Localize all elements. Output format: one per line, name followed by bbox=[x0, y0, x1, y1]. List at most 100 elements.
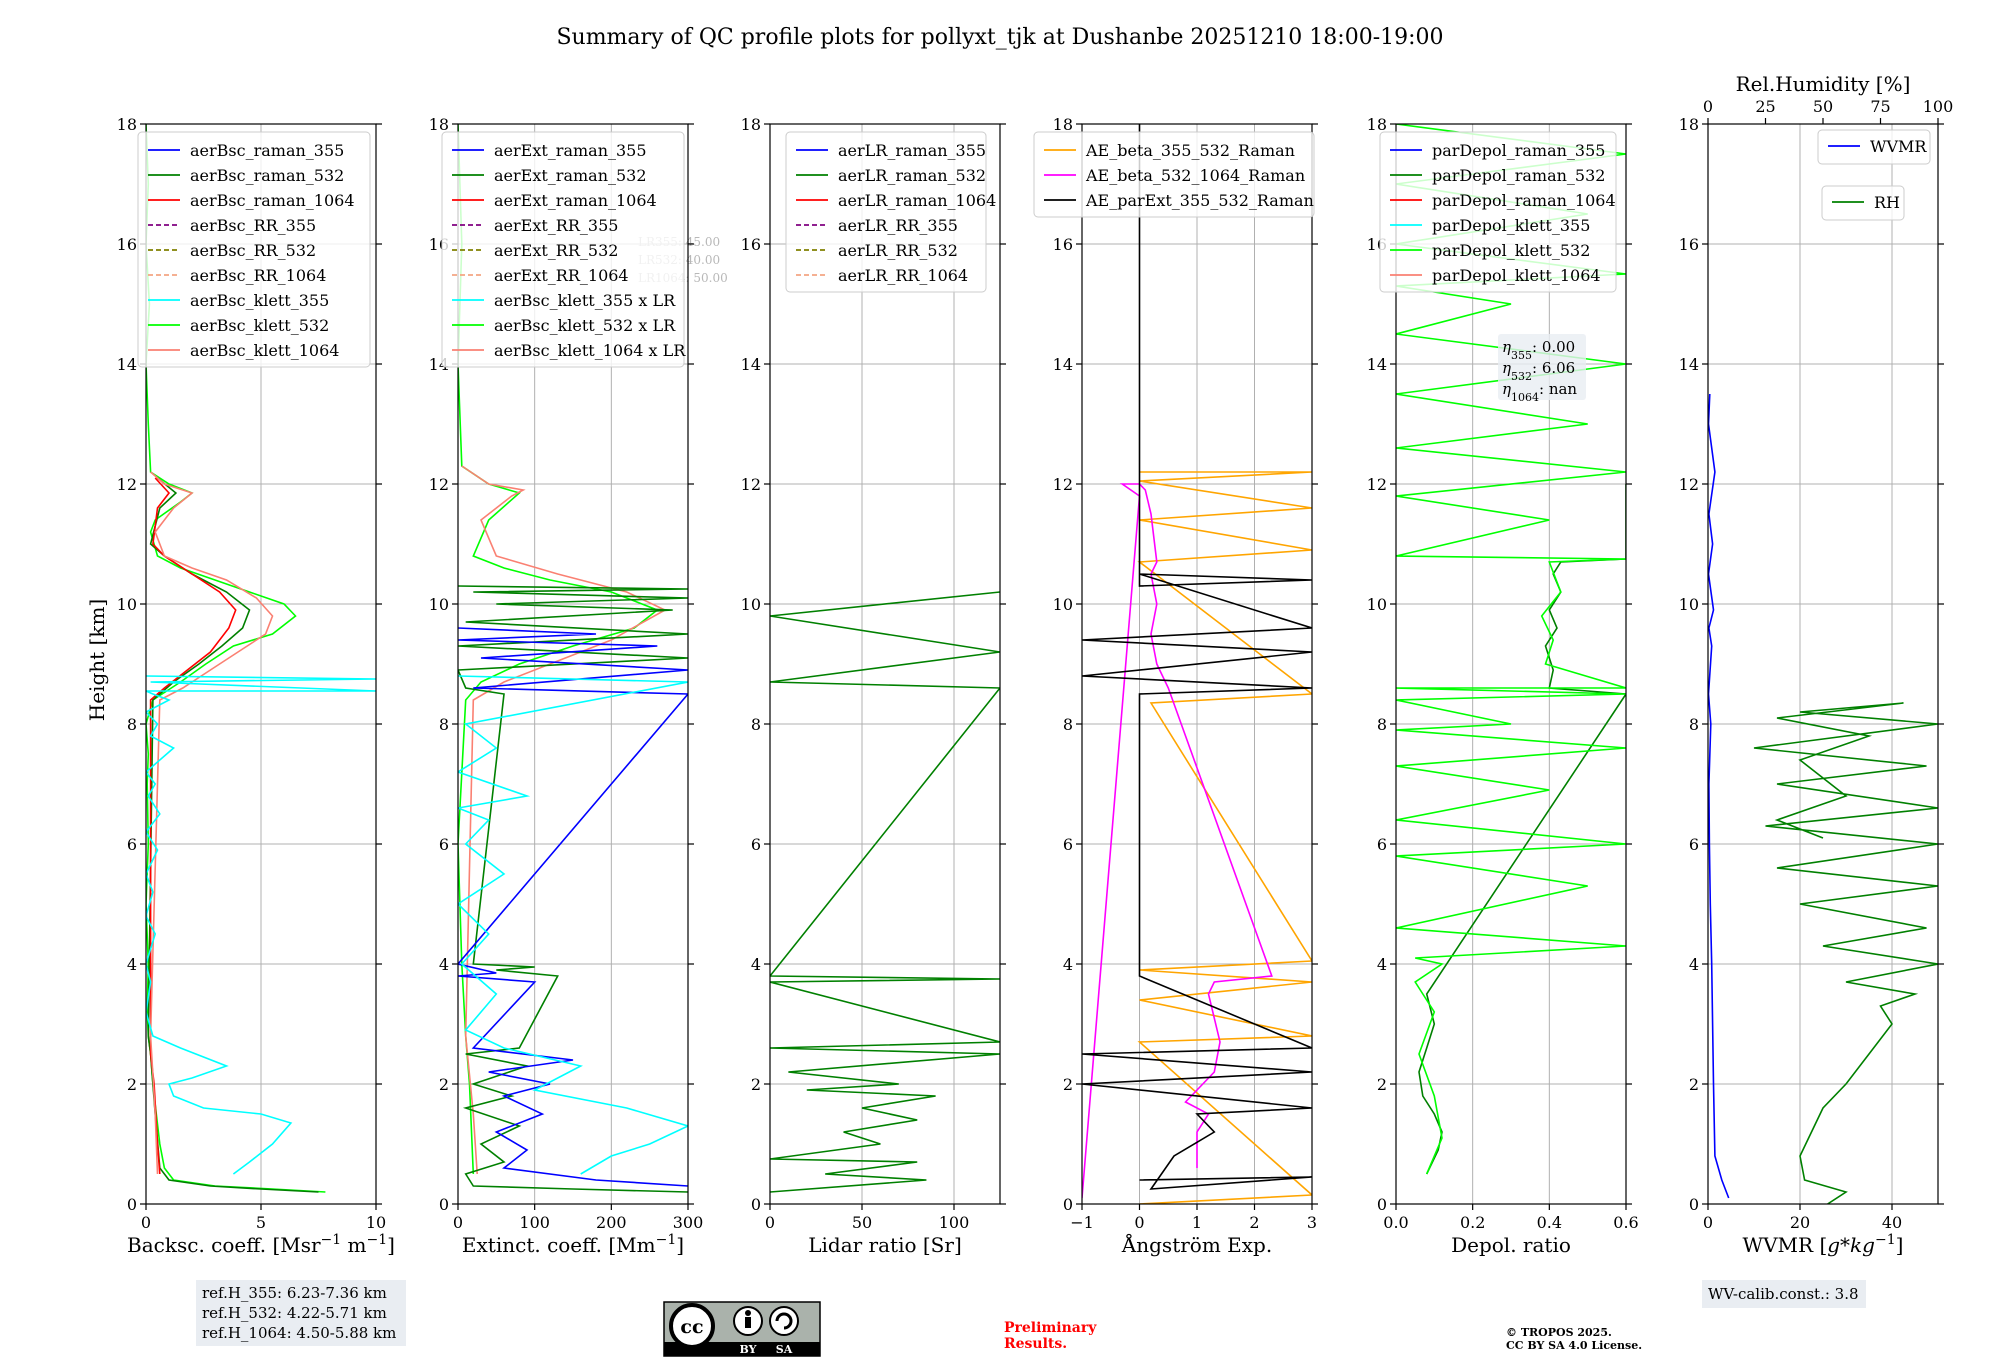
y-tick-label: 8 bbox=[1377, 715, 1387, 734]
legend: aerLR_raman_355 aerLR_raman_532 aerLR_rama… bbox=[785, 131, 996, 293]
xlabel-superscript: −1 bbox=[321, 1232, 342, 1248]
sa-text: SA bbox=[776, 1343, 793, 1356]
y-axis-label: Height [km] bbox=[85, 599, 109, 721]
legend-entry: aerBsc_klett_1064 bbox=[190, 341, 339, 360]
legend-box bbox=[137, 131, 371, 368]
y-tick-label: 0 bbox=[1689, 1195, 1699, 1214]
y-tick-label: 6 bbox=[127, 835, 137, 854]
xlabel-text: Backsc. coeff. [Msr bbox=[127, 1233, 321, 1257]
y-tick-label: 10 bbox=[741, 595, 761, 614]
xlabel-text: ] bbox=[676, 1233, 684, 1257]
x-tick-label: 50 bbox=[852, 1213, 872, 1232]
top-x-tick-label: 50 bbox=[1813, 97, 1833, 116]
y-tick-label: 18 bbox=[1679, 115, 1699, 134]
series-rh bbox=[1753, 702, 1938, 1204]
legend-entry: aerBsc_klett_355 bbox=[190, 291, 329, 310]
y-tick-label: 14 bbox=[1679, 355, 1699, 374]
y-tick-label: 12 bbox=[1367, 475, 1387, 494]
x-tick-label: 10 bbox=[366, 1213, 386, 1232]
legend-box bbox=[1379, 131, 1617, 293]
by-icon-head bbox=[745, 1310, 751, 1316]
y-tick-label: 0 bbox=[439, 1195, 449, 1214]
plot-frame bbox=[1395, 123, 1627, 1205]
series-aerbsc-klett-1064 bbox=[149, 471, 274, 1175]
x-tick-label: 0.0 bbox=[1383, 1213, 1408, 1232]
legend: AE_beta_355_532_Raman AE_beta_532_1064_Ra… bbox=[1033, 131, 1315, 218]
xlabel-text: Extinct. coeff. [Mm bbox=[462, 1233, 656, 1257]
legend-entry: aerLR_raman_1064 bbox=[838, 191, 996, 210]
y-tick-label: 4 bbox=[1689, 955, 1699, 974]
y-tick-label: 2 bbox=[1689, 1075, 1699, 1094]
top-x-tick-label: 100 bbox=[1923, 97, 1954, 116]
legend-entry: WVMR bbox=[1870, 137, 1927, 156]
copyright-text: © TROPOS 2025. bbox=[1506, 1326, 1612, 1339]
x-axis-label: WVMR [g*kg−1] bbox=[1743, 1232, 1904, 1257]
legend-entry: parDepol_klett_532 bbox=[1432, 241, 1590, 260]
eta-line: η355: 0.00 bbox=[1502, 338, 1575, 362]
x-tick-label: 0 bbox=[141, 1213, 151, 1232]
x-tick-label: 0 bbox=[1134, 1213, 1144, 1232]
y-tick-label: 16 bbox=[1053, 235, 1073, 254]
y-tick-label: 8 bbox=[439, 715, 449, 734]
y-tick-label: 8 bbox=[1063, 715, 1073, 734]
figure-title: Summary of QC profile plots for pollyxt_… bbox=[556, 25, 1443, 50]
x-tick-label: 0 bbox=[453, 1213, 463, 1232]
legend-box bbox=[785, 131, 987, 293]
legend-entry: aerExt_RR_532 bbox=[494, 241, 618, 260]
xlabel-text: ] bbox=[1896, 1233, 1904, 1257]
y-tick-label: 10 bbox=[429, 595, 449, 614]
legend-entry: parDepol_raman_1064 bbox=[1432, 191, 1616, 210]
ref-heights-box bbox=[196, 1280, 406, 1346]
y-tick-label: 12 bbox=[429, 475, 449, 494]
eta-symbol: η bbox=[1502, 338, 1511, 356]
y-tick-label: 4 bbox=[1063, 955, 1073, 974]
series-lines bbox=[1396, 124, 1626, 1175]
legend-entry: aerExt_raman_532 bbox=[494, 166, 647, 185]
eta-value: : nan bbox=[1539, 380, 1577, 398]
y-tick-label: 18 bbox=[117, 115, 137, 134]
y-tick-label: 10 bbox=[1053, 595, 1073, 614]
legend: parDepol_raman_355 parDepol_raman_532 parD… bbox=[1379, 131, 1617, 293]
x-tick-label: 5 bbox=[256, 1213, 266, 1232]
legend-entry: aerLR_RR_1064 bbox=[838, 266, 968, 285]
legend-entry: aerBsc_raman_532 bbox=[190, 166, 344, 185]
y-tick-label: 16 bbox=[741, 235, 761, 254]
wv-calib-box bbox=[1702, 1280, 1866, 1308]
legend-entry: parDepol_klett_355 bbox=[1432, 216, 1590, 235]
y-tick-label: 4 bbox=[127, 955, 137, 974]
x-tick-label: 200 bbox=[596, 1213, 627, 1232]
xlabel-text: WVMR [ bbox=[1743, 1233, 1828, 1257]
y-tick-label: 0 bbox=[1063, 1195, 1073, 1214]
y-tick-label: 14 bbox=[1367, 355, 1387, 374]
x-tick-label: 100 bbox=[939, 1213, 970, 1232]
y-tick-label: 14 bbox=[117, 355, 137, 374]
sa-icon bbox=[769, 1306, 799, 1336]
y-tick-label: 12 bbox=[1053, 475, 1073, 494]
x-ticks: 0 5 10 bbox=[141, 1204, 386, 1232]
y-tick-label: 8 bbox=[1689, 715, 1699, 734]
legend-entry: RH bbox=[1874, 193, 1900, 212]
y-tick-label: 4 bbox=[1377, 955, 1387, 974]
x-tick-label: 300 bbox=[673, 1213, 704, 1232]
legend: aerExt_raman_355 aerExt_raman_532 aerExt_r… bbox=[441, 131, 686, 368]
y-tick-label: 2 bbox=[1377, 1075, 1387, 1094]
legend-entry: aerBsc_klett_532 x LR bbox=[494, 316, 676, 335]
eta-line: η532: 6.06 bbox=[1502, 359, 1575, 383]
top-x-tick-label: 75 bbox=[1870, 97, 1890, 116]
x-tick-label: 0.2 bbox=[1460, 1213, 1485, 1232]
x-tick-label: 0.4 bbox=[1537, 1213, 1562, 1232]
series-aerbsc-klett-355-x-lr bbox=[458, 675, 688, 1175]
legend-entry: aerBsc_klett_532 bbox=[190, 316, 329, 335]
legend-entry: aerBsc_klett_355 x LR bbox=[494, 291, 676, 310]
y-tick-label: 0 bbox=[1377, 1195, 1387, 1214]
y-tick-label: 2 bbox=[1063, 1075, 1073, 1094]
y-tick-label: 6 bbox=[439, 835, 449, 854]
gridlines bbox=[1707, 123, 1938, 1205]
x-ticks: −1 0 1 2 3 bbox=[1070, 1204, 1317, 1232]
y-tick-label: 10 bbox=[117, 595, 137, 614]
ref-height-line: ref.H_532: 4.22-5.71 km bbox=[202, 1304, 387, 1322]
